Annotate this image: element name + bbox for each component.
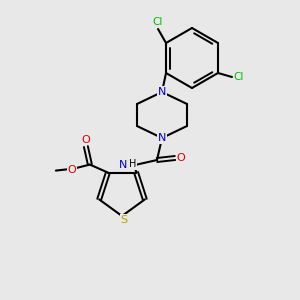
Text: O: O <box>82 135 90 145</box>
Text: Cl: Cl <box>234 72 244 82</box>
Text: S: S <box>120 215 128 225</box>
Text: O: O <box>177 153 185 163</box>
Text: N: N <box>158 87 166 97</box>
Text: Cl: Cl <box>153 17 163 27</box>
Text: O: O <box>68 165 76 175</box>
Text: N: N <box>118 160 127 170</box>
Text: H: H <box>129 159 137 169</box>
Text: N: N <box>158 133 166 143</box>
